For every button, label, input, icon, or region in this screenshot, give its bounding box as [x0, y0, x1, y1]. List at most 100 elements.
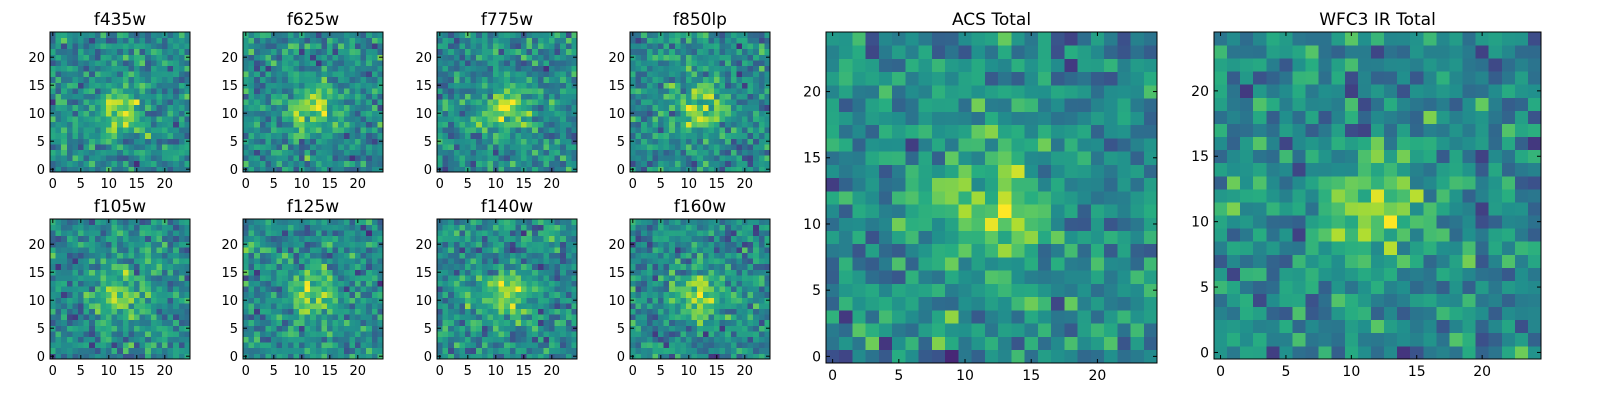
heatmap-cell: [504, 155, 511, 162]
heatmap-cell: [259, 32, 266, 38]
heatmap-cell: [509, 138, 516, 145]
heatmap-cell: [100, 99, 107, 106]
heatmap-cell: [708, 116, 715, 122]
heatmap-cell: [310, 116, 317, 122]
heatmap-cell: [243, 160, 249, 167]
heatmap-cell: [72, 121, 79, 128]
heatmap-cells: [630, 32, 771, 173]
heatmap-cell: [61, 88, 68, 94]
heatmap-cell: [299, 127, 305, 134]
heatmap-cell: [674, 155, 681, 162]
heatmap-cell: [481, 241, 488, 248]
heatmap-cell: [465, 247, 471, 253]
heatmap-cell: [310, 303, 317, 309]
heatmap-cell: [736, 132, 743, 139]
heatmap-cell: [459, 60, 466, 66]
heatmap-cell: [641, 155, 648, 162]
heatmap-cell: [493, 331, 499, 337]
heatmap-cell: [271, 149, 277, 156]
heatmap-cell: [493, 160, 499, 167]
heatmap-cell: [111, 303, 118, 309]
heatmap-cell: [448, 252, 455, 259]
heatmap-cell: [532, 342, 539, 349]
heatmap-cell: [481, 116, 488, 122]
heatmap-cell: [565, 347, 572, 354]
heatmap-cell: [377, 60, 384, 66]
heatmap-cell: [83, 82, 90, 89]
heatmap-cell: [476, 353, 483, 360]
heatmap-cell: [83, 104, 90, 111]
heatmap-cell: [338, 319, 345, 326]
heatmap-cell: [254, 93, 261, 100]
heatmap-cell: [254, 247, 261, 253]
heatmap-cell: [377, 88, 384, 94]
heatmap-cell: [442, 280, 449, 287]
heatmap-cell: [178, 247, 185, 253]
heatmap-cell: [287, 138, 294, 145]
heatmap-cell: [509, 149, 516, 156]
heatmap-cell: [184, 155, 191, 162]
heatmap-cell: [663, 149, 670, 156]
heatmap-cell: [66, 297, 73, 304]
heatmap-cell: [476, 286, 483, 293]
heatmap-cell: [61, 32, 68, 38]
heatmap-cell: [248, 303, 255, 309]
heatmap-cell: [487, 138, 494, 145]
heatmap-cell: [554, 280, 561, 287]
heatmap-cell: [565, 160, 572, 167]
heatmap-cell: [145, 258, 152, 265]
heatmap-cell: [515, 60, 522, 66]
heatmap-cell: [293, 155, 300, 162]
heatmap-cell: [327, 37, 333, 44]
heatmap-cell: [167, 275, 174, 281]
heatmap-cell: [509, 132, 516, 139]
heatmap-cell: [122, 336, 129, 343]
heatmap-cell: [150, 54, 157, 61]
heatmap-cell: [310, 88, 317, 94]
heatmap-cell: [560, 297, 567, 304]
heatmap-cell: [764, 37, 771, 44]
heatmap-cell: [50, 252, 56, 259]
heatmap-cell: [343, 286, 350, 293]
heatmap-cell: [658, 132, 664, 139]
heatmap-cell: [663, 93, 670, 100]
heatmap-cell: [571, 127, 578, 134]
heatmap-cell: [554, 247, 561, 253]
heatmap-cell: [355, 37, 361, 44]
heatmap-cell: [338, 132, 345, 139]
heatmap-cell: [287, 325, 294, 332]
axes-frame: [436, 31, 578, 173]
heatmap-cell: [663, 138, 670, 145]
heatmap-cell: [366, 258, 373, 265]
heatmap-cell: [162, 138, 168, 145]
heatmap-cell: [498, 303, 505, 309]
heatmap-cell: [139, 121, 146, 128]
heatmap-cell: [493, 241, 499, 248]
heatmap-cell: [747, 43, 754, 50]
heatmap-cell: [565, 286, 572, 293]
heatmap-cell: [173, 258, 180, 265]
heatmap-cell: [287, 166, 294, 173]
heatmap-cell: [521, 275, 527, 281]
heatmap-cell: [521, 347, 527, 354]
heatmap-cell: [287, 60, 294, 66]
heatmap-cell: [55, 82, 62, 89]
heatmap-cell: [139, 160, 146, 167]
heatmap-cell: [259, 71, 266, 78]
heatmap-cell: [697, 303, 704, 309]
heatmap-cell: [487, 54, 494, 61]
heatmap-cell: [521, 138, 527, 145]
heatmap-cell: [747, 132, 754, 139]
heatmap-cell: [543, 252, 550, 259]
heatmap-cell: [481, 347, 488, 354]
heatmap-cell: [332, 252, 339, 259]
heatmap-cell: [178, 48, 185, 55]
heatmap-cell: [725, 275, 732, 281]
heatmap-cell: [521, 297, 527, 304]
heatmap-cell: [725, 121, 732, 128]
heatmap-cell: [437, 144, 443, 150]
heatmap-cell: [571, 32, 578, 38]
heatmap-cell: [708, 297, 715, 304]
heatmap-cell: [719, 331, 726, 337]
heatmap-cell: [66, 93, 73, 100]
